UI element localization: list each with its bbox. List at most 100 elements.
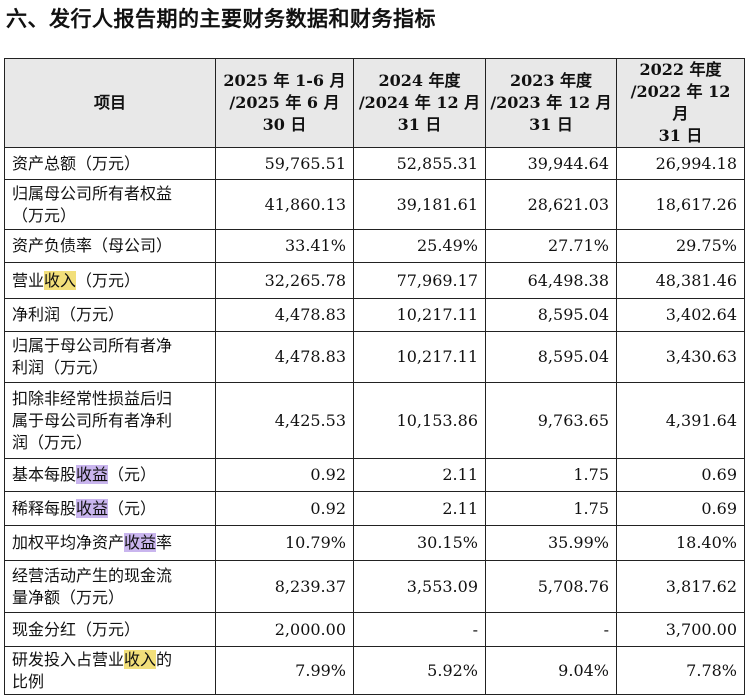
cell-value: 0.69 — [616, 491, 745, 526]
cell-value: 39,944.64 — [485, 147, 617, 180]
cell-value: 4,391.64 — [616, 382, 745, 459]
cell-value: - — [353, 612, 486, 647]
cell-value: 59,765.51 — [215, 147, 354, 180]
row-label: 资产负债率（母公司） — [4, 229, 216, 263]
table-row: 现金分红（万元） 2,000.00 - - 3,700.00 — [4, 612, 745, 647]
cell-value: 27.71% — [485, 229, 617, 263]
header-period-line: 30 日 — [262, 115, 307, 134]
table-row: 稀释每股收益（元） 0.92 2.11 1.75 0.69 — [4, 491, 745, 526]
cell-value: 2,000.00 — [215, 612, 354, 647]
cell-value: - — [485, 612, 617, 647]
cell-value: 10.79% — [215, 525, 354, 561]
financial-data-table: 项目 2025 年 1-6 月 /2025 年 6 月 30 日 2024 年度… — [4, 58, 745, 695]
cell-value: 26,994.18 — [616, 147, 745, 180]
header-period-line: 31 日 — [658, 126, 703, 145]
cell-value: 7.78% — [616, 646, 745, 695]
cell-value: 3,553.09 — [353, 560, 486, 613]
cell-value: 10,217.11 — [353, 331, 486, 383]
cell-value: 10,217.11 — [353, 298, 486, 332]
row-label-line: 归属于母公司所有者净 — [12, 336, 173, 355]
header-period-line: /2022 年 12 月 — [630, 82, 731, 123]
table-row: 归属于母公司所有者净 利润（万元） 4,478.83 10,217.11 8,5… — [4, 331, 745, 383]
cell-value: 3,700.00 — [616, 612, 745, 647]
cell-value: 4,425.53 — [215, 382, 354, 459]
cell-value: 7.99% — [215, 646, 354, 695]
table-header-row: 项目 2025 年 1-6 月 /2025 年 6 月 30 日 2024 年度… — [4, 58, 745, 148]
row-label: 营业收入（万元） — [4, 262, 216, 299]
cell-value: 39,181.61 — [353, 179, 486, 230]
cell-value: 48,381.46 — [616, 262, 745, 299]
row-label: 归属于母公司所有者净 利润（万元） — [4, 331, 216, 383]
cell-value: 9.04% — [485, 646, 617, 695]
cell-value: 8,239.37 — [215, 560, 354, 613]
header-period-2023: 2023 年度 /2023 年 12 月 31 日 — [485, 58, 617, 148]
row-label-text: 营业 — [12, 270, 45, 290]
cell-value: 33.41% — [215, 229, 354, 263]
cell-value: 32,265.78 — [215, 262, 354, 299]
table-row: 加权平均净资产收益率 10.79% 30.15% 35.99% 18.40% — [4, 525, 745, 561]
cell-value: 4,478.83 — [215, 331, 354, 383]
row-label-text: （元） — [108, 465, 157, 484]
header-period-2022: 2022 年度 /2022 年 12 月 31 日 — [616, 58, 745, 148]
row-label-line: 利润（万元） — [12, 358, 109, 377]
cell-value: 35.99% — [485, 525, 617, 561]
cell-value: 10,153.86 — [353, 382, 486, 459]
cell-value: 8,595.04 — [485, 298, 617, 332]
header-period-line: /2025 年 6 月 — [229, 93, 340, 112]
row-label-line: 比例 — [12, 671, 45, 691]
row-label-text: 研发投入占营业 — [12, 649, 125, 669]
header-period-line: 2025 年 1-6 月 — [223, 71, 346, 90]
cell-value: 3,402.64 — [616, 298, 745, 332]
cell-value: 1.75 — [485, 491, 617, 526]
cell-value: 2.11 — [353, 458, 486, 492]
table-row: 研发投入占营业收入的 比例 7.99% 5.92% 9.04% 7.78% — [4, 646, 745, 695]
cell-value: 18.40% — [616, 525, 745, 561]
highlighted-term: 收益 — [76, 465, 109, 484]
header-period-line: /2023 年 12 月 — [490, 93, 612, 112]
row-label-line: 量净额（万元） — [12, 587, 125, 607]
row-label-text: 的 — [156, 649, 173, 669]
header-period-line: 31 日 — [529, 115, 573, 134]
cell-value: 1.75 — [485, 458, 617, 492]
row-label: 研发投入占营业收入的 比例 — [4, 646, 216, 695]
cell-value: 30.15% — [353, 525, 486, 561]
row-label-line: 扣除非经常性损益后归 — [12, 388, 173, 408]
table-row: 扣除非经常性损益后归 属于母公司所有者净利 润（万元） 4,425.53 10,… — [4, 382, 745, 459]
row-label-line: 经营活动产生的现金流 — [12, 565, 173, 585]
header-period-line: 31 日 — [397, 115, 442, 134]
table-row: 归属母公司所有者权益 （万元） 41,860.13 39,181.61 28,6… — [4, 179, 745, 230]
row-label-line: 归属母公司所有者权益 — [12, 183, 173, 203]
cell-value: 0.69 — [616, 458, 745, 492]
cell-value: 25.49% — [353, 229, 486, 263]
header-period-2024: 2024 年度 /2024 年 12 月 31 日 — [353, 58, 486, 148]
row-label: 基本每股收益（元） — [4, 458, 216, 492]
row-label-line: 研发投入占营业收入的 — [12, 649, 211, 671]
row-label: 现金分红（万元） — [4, 612, 216, 647]
row-label-text: 率 — [156, 533, 173, 552]
row-label-text: 稀释每股 — [12, 498, 77, 518]
row-label-text: 加权平均净资产 — [12, 533, 125, 552]
cell-value: 3,817.62 — [616, 560, 745, 613]
cell-value: 18,617.26 — [616, 179, 745, 230]
cell-value: 29.75% — [616, 229, 745, 263]
row-label-text: （元） — [108, 498, 157, 518]
cell-value: 9,763.65 — [485, 382, 617, 459]
table-row: 经营活动产生的现金流 量净额（万元） 8,239.37 3,553.09 5,7… — [4, 560, 745, 613]
cell-value: 0.92 — [215, 458, 354, 492]
row-label: 扣除非经常性损益后归 属于母公司所有者净利 润（万元） — [4, 382, 216, 459]
row-label-text: （万元） — [76, 270, 141, 290]
header-item: 项目 — [4, 58, 216, 148]
cell-value: 3,430.63 — [616, 331, 745, 383]
highlighted-term: 收益 — [124, 533, 157, 552]
row-label-line: 润（万元） — [12, 432, 93, 452]
cell-value: 4,478.83 — [215, 298, 354, 332]
row-label-line: 属于母公司所有者净利 — [12, 410, 173, 430]
row-label: 净利润（万元） — [4, 298, 216, 332]
header-period-line: 2022 年度 — [639, 60, 722, 79]
row-label: 经营活动产生的现金流 量净额（万元） — [4, 560, 216, 613]
section-heading: 六、发行人报告期的主要财务数据和财务指标 — [6, 7, 436, 31]
table-row: 净利润（万元） 4,478.83 10,217.11 8,595.04 3,40… — [4, 298, 745, 332]
header-period-line: 2024 年度 — [378, 71, 461, 90]
cell-value: 64,498.38 — [485, 262, 617, 299]
table-row: 基本每股收益（元） 0.92 2.11 1.75 0.69 — [4, 458, 745, 492]
